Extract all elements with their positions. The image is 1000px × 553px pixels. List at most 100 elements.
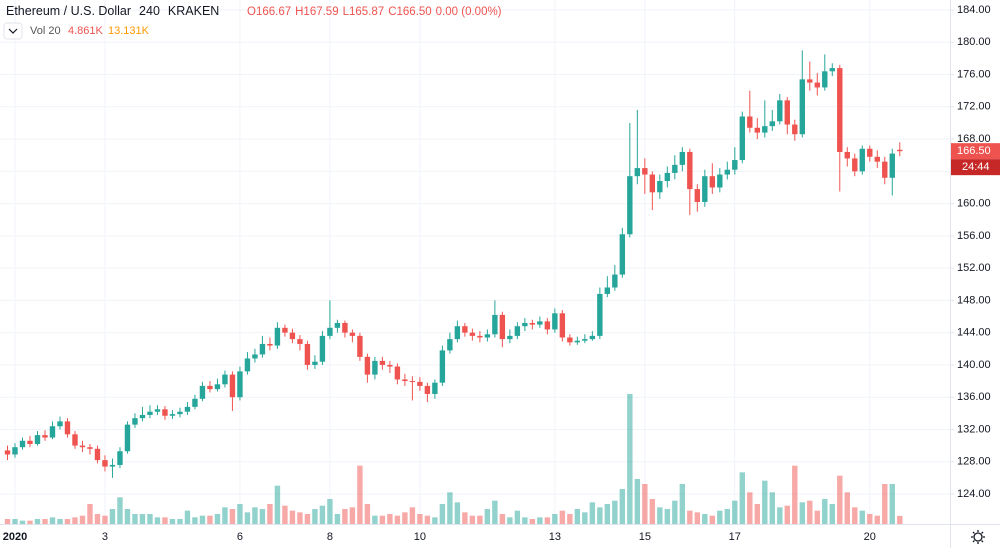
volume-bar [184, 510, 191, 524]
candle-body [717, 174, 723, 188]
candle-body [282, 327, 288, 333]
candle-body [154, 409, 161, 412]
volume-bar [829, 504, 835, 524]
volume-bar [807, 500, 813, 524]
volume-bar [657, 507, 663, 524]
candle-body [297, 339, 303, 344]
y-tick-label: 132.00 [957, 423, 991, 435]
x-tick-label: 13 [549, 531, 561, 543]
y-tick-label: 144.00 [957, 327, 991, 339]
candle-body [237, 371, 243, 398]
candle-body [252, 354, 258, 359]
candle-body [214, 384, 221, 390]
candle-body [402, 379, 408, 382]
x-tick-label: 17 [729, 531, 741, 543]
candle-body [769, 121, 775, 127]
volume-bar [589, 502, 596, 524]
candle-body [694, 189, 701, 202]
volume-bar [297, 512, 303, 524]
candle-body [814, 82, 820, 88]
volume-bar [777, 507, 783, 524]
candle-body [897, 149, 903, 152]
candle-body [604, 287, 611, 294]
x-tick-label: 3 [102, 531, 108, 543]
candle-body [132, 418, 138, 425]
candle-body [109, 464, 116, 467]
volume-bar [364, 504, 371, 524]
volume-bar [544, 517, 551, 524]
candle-body [259, 343, 266, 355]
volume-bar [229, 509, 236, 524]
volume-bar [207, 515, 213, 524]
candle-body [12, 447, 18, 455]
collapse-icon [8, 28, 18, 34]
candle-body [19, 440, 26, 448]
candle-body [732, 160, 738, 170]
volume-bar [357, 465, 363, 524]
volume-bar [634, 479, 641, 524]
volume-bar [19, 520, 26, 524]
candle-body [747, 116, 753, 128]
volume-bar [687, 510, 693, 524]
candle-body [844, 151, 850, 159]
y-tick-label: 148.00 [957, 294, 991, 306]
volume-bar [79, 515, 86, 524]
candle-body [867, 148, 873, 157]
volume-bar [792, 465, 798, 524]
volume-bar [522, 517, 528, 524]
volume-bar [244, 512, 251, 524]
volume-bar [582, 512, 588, 524]
settings-icon [973, 532, 983, 542]
y-tick-label: 136.00 [957, 391, 991, 403]
settings-icon-teeth [971, 530, 985, 544]
volume-bar [799, 502, 805, 524]
candle-body [387, 364, 393, 367]
volume-bar [124, 509, 131, 524]
candle-body [679, 151, 686, 165]
candle-body [342, 322, 348, 333]
candle-body [807, 79, 813, 83]
volume-bar [619, 489, 626, 524]
price-label: 166.50 [957, 145, 991, 157]
candle-body [372, 360, 378, 375]
volume-bar [154, 517, 161, 524]
volume-bar [484, 509, 491, 524]
candle-body [79, 445, 86, 448]
candle-body [49, 426, 56, 438]
candle-body [852, 158, 858, 172]
settings-button[interactable] [971, 530, 985, 544]
volume-bar [679, 484, 686, 524]
volume-bar [409, 507, 416, 524]
candle-body [447, 339, 453, 351]
volume-bar [259, 509, 266, 524]
candle-body [199, 385, 206, 399]
volume-bar [889, 484, 895, 524]
volume-bar [762, 480, 768, 524]
candle-body [192, 398, 198, 407]
candle-body [394, 366, 401, 380]
volume-bar [672, 500, 678, 524]
y-tick-label: 180.00 [957, 36, 991, 48]
candle-body [417, 381, 423, 386]
volume-bar [507, 517, 513, 524]
volume-bar [784, 505, 790, 524]
candle-body [687, 151, 693, 190]
volume-bar [192, 517, 198, 524]
volume-bar [177, 519, 183, 524]
volume-bar [739, 472, 746, 524]
candle-body [222, 374, 228, 385]
candle-body [889, 153, 895, 178]
volume-bar [844, 492, 850, 524]
volume-bar [882, 484, 888, 524]
volume-bar [12, 519, 18, 524]
collapse-button[interactable] [3, 22, 23, 40]
candle-body [124, 424, 131, 452]
volume-name: Vol 20 [30, 25, 61, 37]
volume-bar [94, 514, 101, 524]
candle-body [304, 343, 311, 365]
volume-bar [132, 514, 138, 524]
volume-bar [462, 512, 468, 524]
candle-body [724, 169, 731, 175]
legend: Ethereum / U.S. Dollar 240 KRAKEN O166.67 H… [3, 4, 502, 40]
